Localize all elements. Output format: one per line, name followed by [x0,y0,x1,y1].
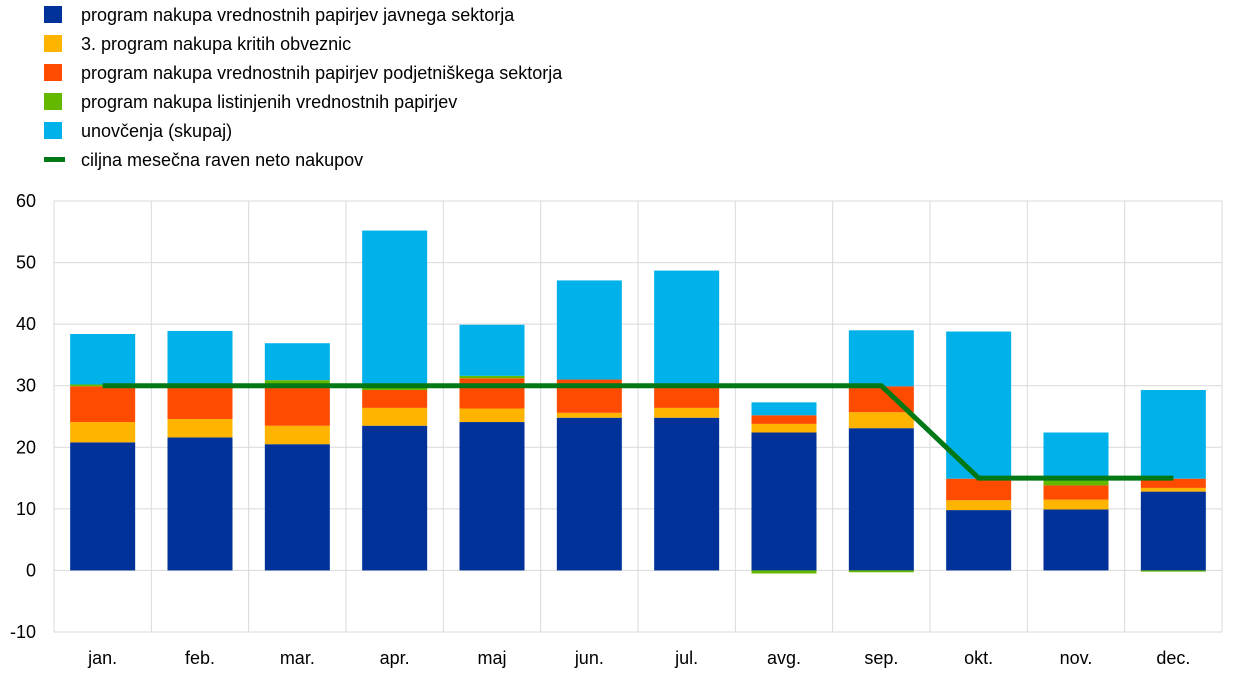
y-tick-label-7: 60 [16,191,36,211]
bar-0-11 [1140,491,1206,571]
bar-3-2 [264,380,330,386]
bar-1-7 [751,423,817,433]
bar-2-1 [167,386,233,419]
legend-swatch-2 [44,64,62,81]
legend-label-3: program nakupa listinjenih vrednostnih p… [81,92,457,112]
x-tick-label-9: okt. [964,648,993,668]
bar-1-4 [459,408,525,423]
bar-3-10 [1043,480,1109,486]
bar-4-5 [556,280,622,380]
bar-4-3 [362,230,428,384]
legend-swatch-3 [44,93,62,110]
bar-4-4 [459,324,525,376]
bar-4-6 [654,270,720,384]
bar-4-11 [1140,390,1206,479]
bar-2-10 [1043,485,1109,500]
legend-swatch-1 [44,35,62,52]
x-tick-label-11: dec. [1156,648,1190,668]
legend-swatch-5 [44,157,65,162]
x-tick-label-2: mar. [280,648,315,668]
y-tick-label-5: 40 [16,314,36,334]
bar-1-2 [264,425,330,445]
bar-0-6 [654,417,720,571]
bar-3-8 [848,570,914,573]
x-tick-label-0: jan. [87,648,117,668]
bar-2-4 [459,378,525,409]
legend: program nakupa vrednostnih papirjev javn… [44,5,563,170]
bar-2-11 [1140,478,1206,488]
bar-2-9 [946,478,1012,501]
y-tick-label-2: 10 [16,499,36,519]
y-tick-label-6: 50 [16,253,36,273]
bar-1-10 [1043,499,1109,510]
x-tick-label-7: avg. [767,648,801,668]
legend-label-5: ciljna mesečna raven neto nakupov [81,150,363,170]
bar-2-6 [654,386,720,408]
bar-1-8 [848,412,914,429]
bar-1-11 [1140,487,1206,492]
x-tick-label-6: jul. [674,648,698,668]
x-tick-label-3: apr. [380,648,410,668]
target-line [102,383,1174,481]
bar-4-1 [167,330,233,387]
bars [70,230,1206,574]
bar-0-2 [264,444,330,571]
bar-1-1 [167,418,233,438]
x-axis: jan. feb. mar. apr. maj jun. jul. avg. sep. okt. n… [87,648,1190,668]
x-tick-label-5: jun. [574,648,604,668]
bar-3-7 [751,570,817,574]
bar-2-0 [70,386,136,423]
bar-4-10 [1043,432,1109,481]
bar-1-6 [654,407,720,418]
bar-0-5 [556,417,622,571]
bar-4-7 [751,402,817,416]
bar-0-3 [362,425,428,571]
legend-label-4: unovčenja (skupaj) [81,121,232,141]
bar-0-1 [167,437,233,571]
x-tick-label-8: sep. [864,648,898,668]
y-tick-label-0: -10 [10,622,36,642]
bar-1-3 [362,407,428,426]
bar-4-0 [70,333,136,385]
x-tick-label-1: feb. [185,648,215,668]
bar-2-2 [264,385,330,426]
y-axis: -10 0 10 20 30 40 50 60 [10,191,36,642]
y-tick-label-3: 20 [16,437,36,457]
bar-3-4 [459,375,525,379]
target-line-path [102,383,1174,481]
y-tick-label-1: 0 [26,560,36,580]
bar-4-2 [264,343,330,381]
x-tick-label-10: nov. [1060,648,1093,668]
legend-swatch-0 [44,6,62,23]
legend-label-1: 3. program nakupa kritih obveznic [81,34,351,54]
bar-0-0 [70,442,136,571]
x-tick-label-4: maj [477,648,506,668]
legend-swatch-4 [44,122,62,139]
bar-0-8 [848,428,914,571]
legend-label-2: program nakupa vrednostnih papirjev podj… [81,63,563,83]
bar-3-11 [1140,570,1206,572]
y-tick-label-4: 30 [16,376,36,396]
bar-1-5 [556,412,622,418]
bar-3-0 [70,384,136,387]
bar-0-4 [459,422,525,571]
legend-label-0: program nakupa vrednostnih papirjev javn… [81,5,515,25]
bar-1-0 [70,422,136,443]
bar-2-7 [751,415,817,424]
bar-2-3 [362,390,428,408]
bar-0-7 [751,432,817,571]
bar-4-8 [848,330,914,387]
bar-0-10 [1043,509,1109,571]
bar-1-9 [946,500,1012,511]
bar-0-9 [946,510,1012,571]
